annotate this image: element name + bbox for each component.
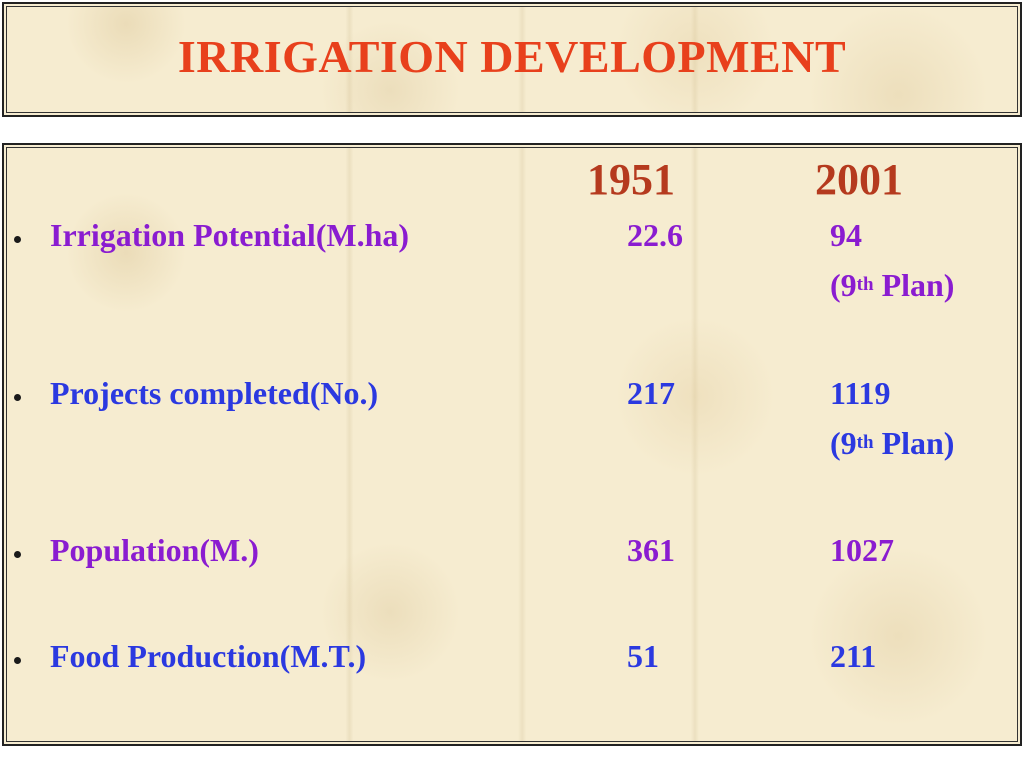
title-panel — [2, 2, 1022, 117]
row-label: Food Production(M.T.) — [50, 638, 367, 674]
value-1951: 22.6 — [627, 217, 683, 253]
plan-note: (9th Plan) — [830, 267, 955, 303]
value-2001: 94 — [830, 217, 862, 253]
value-2001: 211 — [830, 638, 877, 674]
column-header-1951: 1951 — [587, 155, 675, 204]
row-label: Irrigation Potential(M.ha) — [50, 217, 410, 253]
bullet-icon — [14, 394, 21, 401]
row-label: Projects completed(No.) — [50, 375, 379, 411]
row-food-production: Food Production(M.T.) 51 211 — [0, 638, 1024, 698]
row-irrigation-potential: Irrigation Potential(M.ha) 22.6 94 (9th … — [0, 217, 1024, 303]
value-1951: 361 — [627, 532, 675, 568]
value-1951: 217 — [627, 375, 675, 411]
bullet-icon — [14, 657, 21, 664]
value-1951: 51 — [627, 638, 659, 674]
row-label: Population(M.) — [50, 532, 259, 568]
bullet-icon — [14, 551, 21, 558]
plan-note: (9th Plan) — [830, 425, 955, 461]
value-2001: 1027 — [830, 532, 894, 568]
column-header-2001: 2001 — [815, 155, 903, 204]
content-panel — [2, 143, 1022, 746]
slide-title: IRRIGATION DEVELOPMENT — [177, 31, 847, 82]
value-2001: 1119 — [830, 375, 891, 411]
row-projects-completed: Projects completed(No.) 217 1119 (9th Pl… — [0, 375, 1024, 461]
bullet-icon — [14, 236, 21, 243]
row-population: Population(M.) 361 1027 — [0, 532, 1024, 592]
